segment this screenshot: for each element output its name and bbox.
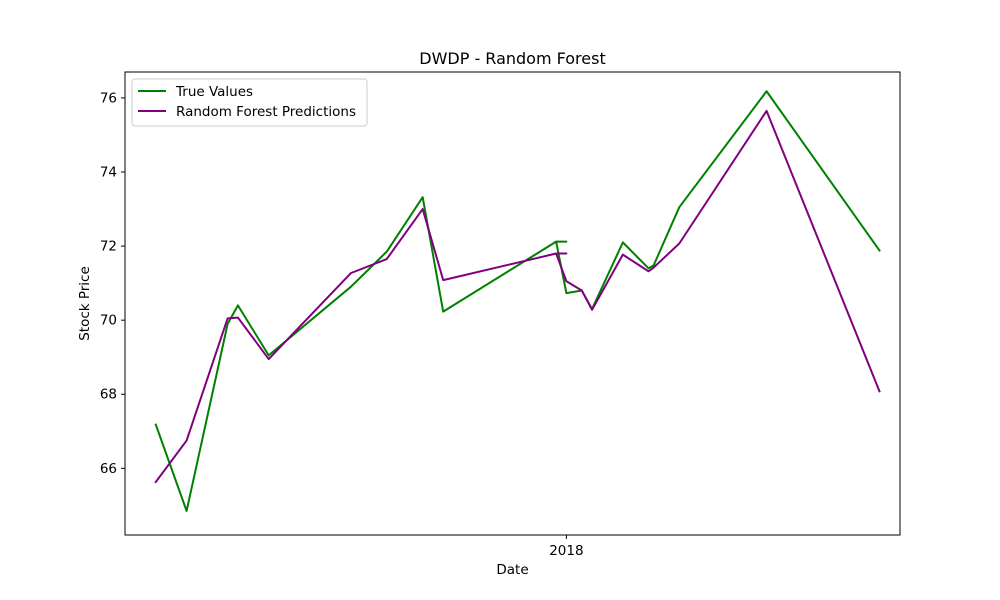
legend-frame [131, 78, 368, 127]
legend: True Values Random Forest Predictions [131, 78, 368, 127]
x-axis: 2018 [549, 535, 584, 559]
y-tick-label: 68 [100, 387, 117, 403]
y-tick-label: 66 [100, 461, 117, 477]
series-line-true-values [154, 90, 881, 512]
series-line-random-forest-predictions [154, 109, 881, 484]
legend-label-random-forest-predictions: Random Forest Predictions [176, 104, 356, 120]
y-tick-label: 70 [100, 313, 117, 329]
y-tick-label: 74 [100, 165, 117, 181]
y-tick-label: 76 [100, 90, 117, 106]
legend-label-true-values: True Values [175, 84, 253, 100]
chart-title: DWDP - Random Forest [419, 49, 605, 68]
plot-frame [124, 71, 901, 536]
y-axis: 66 68 70 72 74 76 [100, 90, 125, 477]
y-axis-label: Stock Price [77, 266, 93, 341]
x-tick-label: 2018 [549, 543, 583, 559]
plot-lines [154, 90, 881, 512]
y-tick-label: 72 [100, 239, 117, 255]
x-axis-label: Date [496, 562, 528, 578]
